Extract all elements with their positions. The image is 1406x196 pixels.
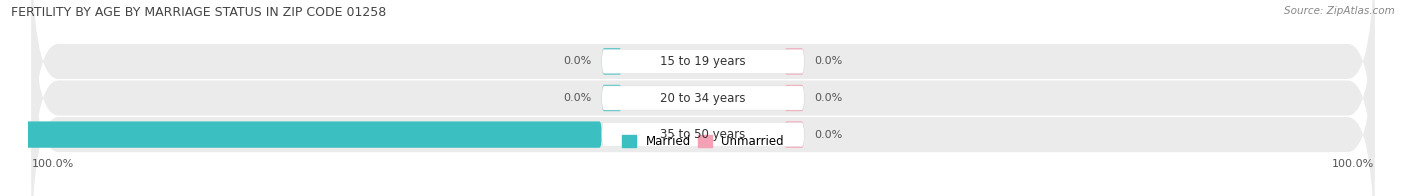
Text: 0.0%: 0.0% <box>814 130 842 140</box>
FancyBboxPatch shape <box>31 6 1375 196</box>
Text: 0.0%: 0.0% <box>814 93 842 103</box>
FancyBboxPatch shape <box>785 85 804 111</box>
FancyBboxPatch shape <box>602 86 804 110</box>
FancyBboxPatch shape <box>785 121 804 148</box>
Text: 0.0%: 0.0% <box>564 93 592 103</box>
Text: 100.0%: 100.0% <box>1333 160 1375 170</box>
FancyBboxPatch shape <box>31 0 1375 190</box>
Text: FERTILITY BY AGE BY MARRIAGE STATUS IN ZIP CODE 01258: FERTILITY BY AGE BY MARRIAGE STATUS IN Z… <box>11 6 387 19</box>
Text: 15 to 19 years: 15 to 19 years <box>661 55 745 68</box>
Text: 0.0%: 0.0% <box>814 56 842 66</box>
Text: 0.0%: 0.0% <box>564 56 592 66</box>
FancyBboxPatch shape <box>602 49 804 74</box>
FancyBboxPatch shape <box>602 122 804 147</box>
FancyBboxPatch shape <box>785 48 804 75</box>
FancyBboxPatch shape <box>602 85 621 111</box>
Text: Source: ZipAtlas.com: Source: ZipAtlas.com <box>1284 6 1395 16</box>
FancyBboxPatch shape <box>31 0 1375 196</box>
FancyBboxPatch shape <box>602 48 621 75</box>
Legend: Married, Unmarried: Married, Unmarried <box>617 130 789 152</box>
Text: 35 to 50 years: 35 to 50 years <box>661 128 745 141</box>
FancyBboxPatch shape <box>0 121 602 148</box>
Text: 100.0%: 100.0% <box>31 160 73 170</box>
Text: 20 to 34 years: 20 to 34 years <box>661 92 745 104</box>
